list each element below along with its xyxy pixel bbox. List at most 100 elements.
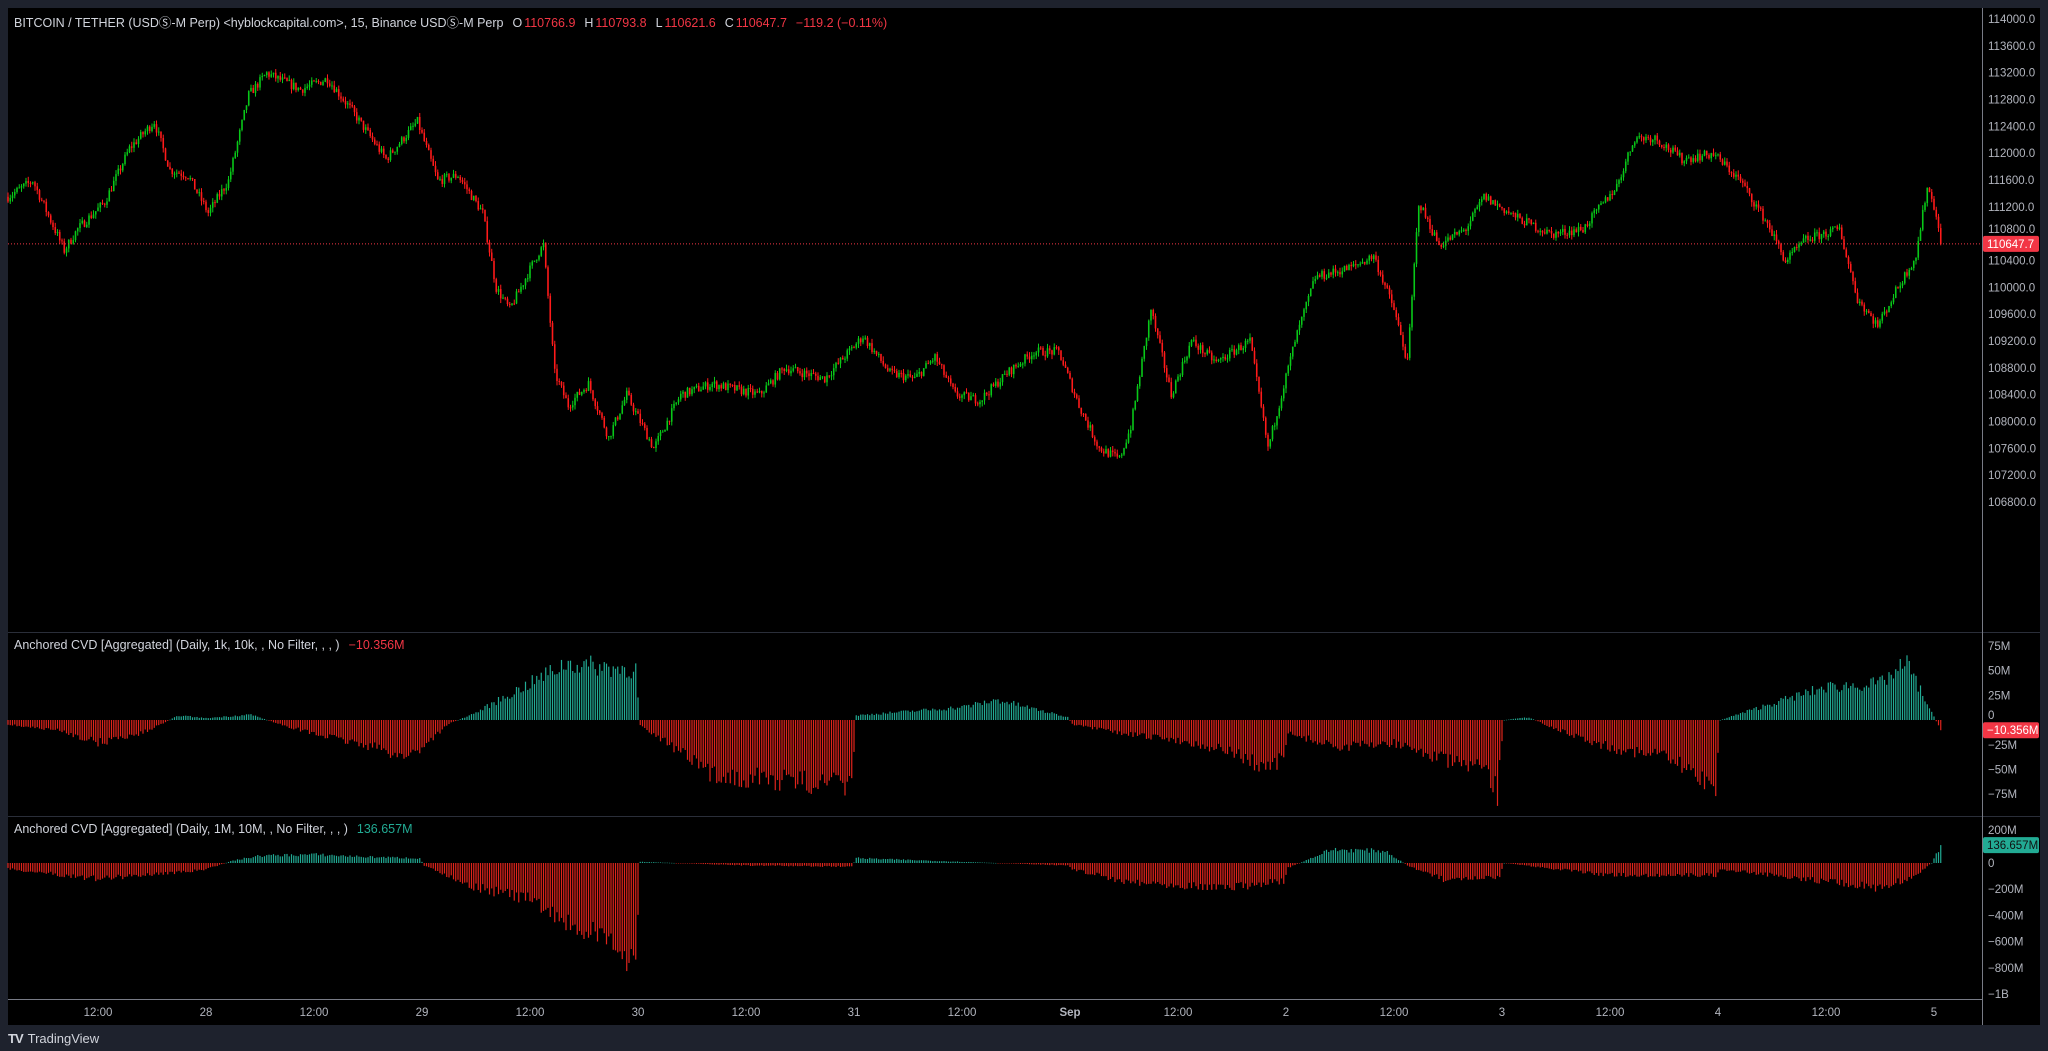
candle-body — [790, 370, 792, 374]
cvd-bar — [142, 863, 144, 876]
candle — [1690, 156, 1692, 166]
cvd-bar — [1148, 863, 1150, 884]
candle — [1642, 136, 1645, 145]
candle — [1694, 155, 1697, 163]
tradingview-footer[interactable]: TV TradingView — [8, 1028, 99, 1048]
cvd-bar — [410, 720, 412, 753]
cvd-bar — [1303, 861, 1305, 863]
cvd-bar — [135, 720, 137, 735]
cvd-bar — [1798, 692, 1800, 720]
cvd-bar — [646, 720, 648, 731]
candle-body — [155, 124, 158, 133]
cvd-bar — [1681, 720, 1683, 773]
candle — [497, 285, 500, 295]
candle — [144, 128, 147, 137]
cvd-bar — [1526, 717, 1528, 720]
candle-body — [387, 158, 390, 161]
cvd-bar — [875, 858, 878, 863]
candle-body — [454, 173, 457, 178]
cvd-bar — [176, 863, 178, 872]
candle — [623, 396, 626, 406]
candle-body — [133, 142, 135, 148]
candle — [49, 213, 52, 225]
cvd-bar — [887, 713, 889, 720]
candle-body — [1215, 359, 1218, 362]
candle-body — [936, 354, 939, 362]
cvd-bar — [713, 720, 716, 767]
candle-body — [558, 381, 561, 383]
cvd-bar — [1323, 850, 1325, 863]
candle-body — [1710, 153, 1713, 159]
cvd-bar — [1415, 863, 1418, 870]
candle-body — [29, 182, 32, 184]
candle — [535, 259, 538, 264]
candle-body — [430, 150, 432, 159]
cvd-bar — [1433, 720, 1436, 752]
cvd-bar — [1865, 685, 1868, 720]
candle — [1726, 158, 1728, 168]
cvd-bar — [1330, 850, 1332, 863]
cvd-bar — [599, 863, 601, 929]
price-axis[interactable]: 114000.0113600.0113200.0112800.0112400.0… — [1988, 14, 2036, 509]
cvd-bar — [1922, 695, 1924, 720]
candle — [1699, 149, 1701, 164]
candle — [1861, 299, 1863, 307]
cvd-bar — [1910, 863, 1913, 879]
cvd-bar — [209, 863, 212, 868]
cvd-bar — [212, 717, 214, 720]
cvd-bar — [662, 862, 664, 864]
candle — [308, 80, 311, 91]
candle — [1339, 267, 1341, 278]
cvd-bar — [398, 720, 401, 754]
candle-body — [1460, 230, 1463, 232]
cvd-bar — [1654, 720, 1656, 749]
candle-body — [324, 78, 327, 82]
candle-body — [731, 384, 734, 386]
candle — [585, 388, 588, 393]
candle-body — [1282, 388, 1285, 399]
cvd-bar — [495, 863, 497, 887]
cvd-bar — [11, 720, 14, 726]
candle-body — [920, 371, 923, 376]
cvd-bar — [160, 720, 162, 724]
candle — [200, 188, 203, 206]
candle — [369, 127, 372, 138]
cvd-bar — [1141, 863, 1143, 882]
symbol-title[interactable]: BITCOIN / TETHER (USDⓈ-M Perp) <hyblockc… — [14, 16, 504, 30]
cvd-bar — [74, 863, 77, 878]
candle-body — [1735, 174, 1737, 177]
cvd-bar — [1447, 863, 1449, 881]
candle-body — [1359, 263, 1362, 265]
cvd-bar — [808, 863, 810, 866]
candle — [250, 84, 252, 92]
candle-body — [1602, 202, 1605, 204]
candle — [128, 144, 131, 154]
cvd-bar — [567, 660, 569, 720]
candle-body — [1188, 345, 1191, 357]
cvd-bar — [1019, 863, 1022, 864]
cvd-bar — [749, 720, 752, 775]
candle — [619, 413, 621, 420]
candle-body — [1321, 271, 1323, 277]
cvd1-title[interactable]: Anchored CVD [Aggregated] (Daily, 1k, 10… — [14, 638, 340, 652]
candle-body — [1789, 252, 1791, 260]
cvd-bar — [515, 863, 518, 893]
cvd2-title[interactable]: Anchored CVD [Aggregated] (Daily, 1M, 10… — [14, 822, 348, 836]
cvd-bar — [880, 859, 882, 863]
cvd-bar — [1442, 863, 1445, 883]
cvd-bar — [1577, 863, 1580, 872]
cvd-bar — [893, 859, 896, 863]
cvd-bar — [803, 720, 806, 771]
candle-body — [151, 126, 153, 131]
time-axis[interactable]: 12:00 28 12:00 29 12:00 30 12:00 31 12:00 Sep 12:0… — [84, 1007, 1938, 1019]
candle — [391, 148, 394, 154]
cvd-bar — [992, 862, 995, 864]
candle — [1147, 319, 1150, 341]
cvd-bar — [1771, 706, 1773, 720]
cvd-bar — [551, 671, 554, 720]
candle-body — [1564, 228, 1566, 235]
cvd-bar — [839, 863, 842, 867]
